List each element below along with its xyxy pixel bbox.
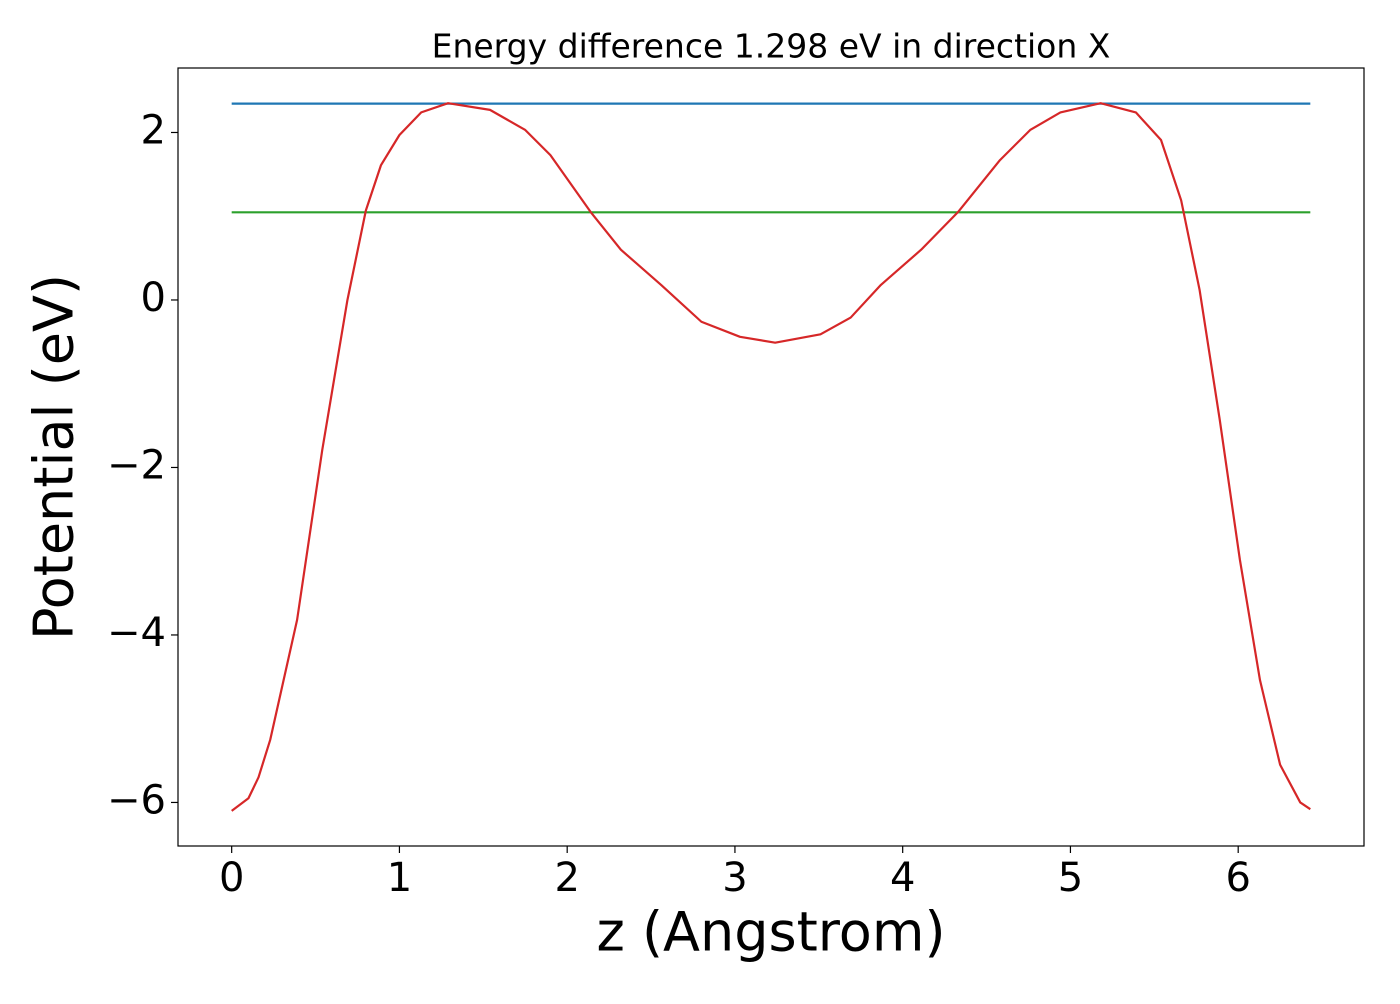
y-axis-label: Potential (eV) bbox=[23, 274, 86, 640]
y-tick-label: 2 bbox=[141, 107, 166, 153]
y-tick-label: −6 bbox=[107, 777, 166, 823]
x-tick-label: 5 bbox=[1058, 855, 1083, 901]
data-line bbox=[231, 102, 1311, 812]
chart-title: Energy difference 1.298 eV in direction … bbox=[432, 27, 1111, 66]
x-tick-label: 6 bbox=[1225, 855, 1250, 901]
y-tick-label: 0 bbox=[141, 275, 166, 321]
x-tick-label: 1 bbox=[387, 855, 412, 901]
x-tick-label: 4 bbox=[890, 855, 915, 901]
x-tick-label: 3 bbox=[722, 855, 747, 901]
plot-frame bbox=[177, 67, 1365, 847]
y-tick-label: −4 bbox=[107, 610, 166, 656]
x-axis-label: z (Angstrom) bbox=[596, 901, 945, 964]
x-tick-label: 2 bbox=[554, 855, 579, 901]
y-tick-label: −2 bbox=[107, 442, 166, 488]
x-tick-label: 0 bbox=[219, 855, 244, 901]
